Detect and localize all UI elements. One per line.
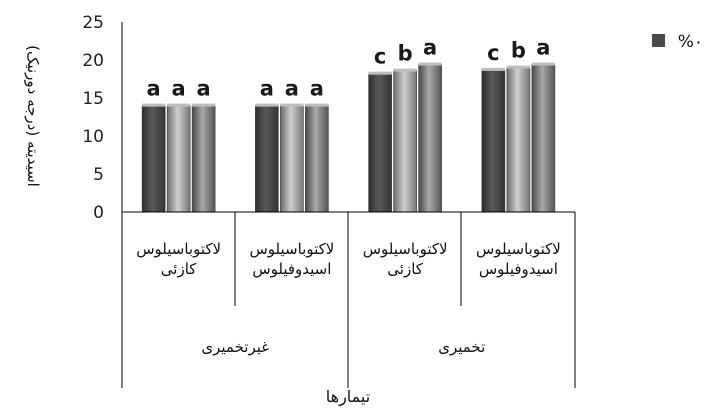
y-tick-labels: 0 5 10 15 20 25 [82,13,104,223]
significance-letter: a [285,77,299,101]
y-tick-label: 5 [93,165,104,185]
y-axis: 0 5 10 15 20 25 [82,13,123,223]
category-labels: لاکتوباسیلوس کازئی لاکتوباسیلوس اسیدوفیلوس ل… [136,240,561,278]
bar [368,73,392,213]
category-label: لاکتوباسیلوس [249,240,334,258]
bar [506,67,531,213]
bar-top-bevel [393,68,417,72]
category-label: لاکتوباسیلوس [136,240,221,258]
significance-letter: a [147,77,161,101]
significance-letter: a [260,77,274,101]
y-tick-label: 20 [82,51,104,71]
significance-letter: c [487,41,499,65]
bar [531,64,556,213]
bar-top-bevel [255,103,279,107]
legend-label: %۰ [678,32,703,52]
bar [305,105,329,213]
bar [393,70,417,213]
x-axis-label: تیمارها [326,387,370,407]
category-label: اسیدوفیلوس [252,260,331,278]
y-tick-label: 10 [82,127,104,147]
bar-top-bevel [368,71,392,75]
bar-top-bevel [418,62,442,66]
bar-series [141,62,556,213]
significance-letter: a [536,36,550,60]
bar-top-bevel [280,103,304,107]
y-tick-label: 25 [82,13,104,33]
significance-letter: a [423,36,437,60]
y-axis-label: اسیدیته (درجه دورنیک) [24,45,42,187]
group-label: غیرتخمیری [201,338,269,356]
category-label: اسیدوفیلوس [479,260,558,278]
significance-letter: c [374,45,386,69]
bar-top-bevel [142,103,166,107]
legend-swatch [652,34,665,47]
bar [166,105,191,213]
category-label: کازئی [161,260,197,278]
bar-top-bevel [192,103,216,107]
bar [481,69,506,213]
bar [280,105,304,213]
significance-letters: a a a a a ac b a c b a [147,36,551,101]
bar-top-bevel [305,103,329,107]
significance-letter: a [310,77,324,101]
category-label: لاکتوباسیلوس [476,240,561,258]
significance-letter: b [511,39,526,63]
significance-letter: a [172,77,186,101]
bar-top-bevel [506,65,530,69]
bar [255,105,279,213]
y-tick-label: 0 [93,203,104,223]
legend: %۰ [652,32,703,52]
bar-top-bevel [481,67,505,71]
significance-letter: a [197,77,211,101]
significance-letter: b [398,42,413,66]
bar [191,105,216,213]
y-tick-label: 15 [82,89,104,109]
group-label: تخمیری [438,338,485,356]
bar [141,105,166,213]
group-labels: غیرتخمیری تخمیری [201,338,485,356]
x-axis-table: لاکتوباسیلوس کازئی لاکتوباسیلوس اسیدوفیلوس ل… [121,211,576,388]
bar-top-bevel [167,103,191,107]
bar-top-bevel [531,62,555,66]
category-label: کازئی [387,260,423,278]
category-label: لاکتوباسیلوس [363,240,448,258]
bar [418,64,442,213]
